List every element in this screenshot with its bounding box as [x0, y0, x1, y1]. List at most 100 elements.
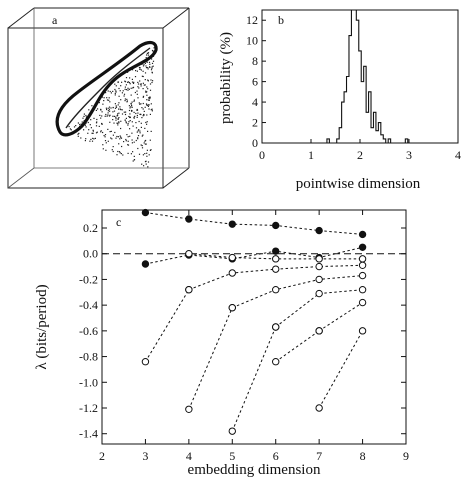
attractor-point [78, 132, 80, 134]
attractor-point [136, 93, 138, 95]
attractor-point [113, 110, 116, 112]
attractor-point [115, 137, 117, 139]
attractor-point [140, 144, 142, 146]
attractor-point [124, 88, 126, 90]
attractor-point [146, 91, 148, 93]
attractor-point [120, 85, 122, 87]
attractor-point [147, 80, 149, 82]
attractor-point [77, 135, 79, 137]
panel-c-ytick-label: -0.8 [79, 350, 98, 364]
attractor-point [117, 122, 119, 124]
attractor-point [144, 79, 146, 81]
attractor-point [90, 127, 92, 129]
attractor-point [151, 110, 153, 112]
series-line [232, 275, 363, 309]
attractor-point [91, 105, 93, 107]
attractor-point [143, 84, 145, 86]
attractor-point [135, 127, 138, 129]
attractor-point [146, 121, 148, 123]
panel-b-xtick-label: 3 [406, 148, 412, 162]
attractor-point [136, 108, 138, 111]
attractor-point [140, 126, 142, 128]
filled-marker [272, 221, 280, 230]
open-marker [358, 286, 367, 294]
series-line [145, 212, 363, 235]
attractor-point [147, 105, 149, 107]
attractor-point [79, 123, 81, 126]
attractor-point [142, 96, 144, 98]
attractor-point [115, 116, 117, 118]
attractor-point [119, 135, 121, 137]
attractor-point [149, 139, 151, 141]
attractor-point [151, 62, 154, 64]
attractor-point [85, 114, 87, 117]
attractor-point [118, 117, 120, 119]
attractor-point [142, 95, 145, 97]
attractor-point [143, 110, 145, 112]
open-marker [315, 275, 323, 284]
attractor-point [147, 68, 149, 70]
attractor-point [96, 131, 98, 133]
attractor-point [122, 90, 124, 92]
attractor-point [147, 88, 149, 90]
attractor-point [115, 91, 117, 93]
filled-marker [272, 247, 280, 255]
attractor-point [107, 107, 109, 109]
attractor-point [137, 135, 140, 137]
attractor-point [141, 117, 143, 119]
attractor-point [95, 125, 98, 127]
attractor-point [136, 109, 138, 111]
attractor-point [119, 106, 121, 108]
filled-marker [141, 208, 150, 217]
attractor-point [124, 113, 127, 116]
attractor-point [114, 94, 116, 96]
attractor-point [141, 107, 143, 109]
attractor-point [146, 104, 149, 106]
attractor-point [143, 64, 145, 66]
attractor-point [129, 116, 131, 119]
attractor-point [147, 166, 149, 168]
attractor-point [141, 147, 144, 149]
attractor-point [80, 123, 82, 125]
attractor-point [116, 114, 118, 117]
attractor-point [146, 149, 148, 151]
attractor-point [124, 119, 126, 121]
attractor-point [87, 121, 89, 124]
attractor-point [142, 154, 144, 156]
attractor-point [135, 70, 137, 72]
attractor-point [114, 92, 116, 94]
panel-c-ytick-label: -1.2 [79, 401, 98, 415]
attractor-point [102, 103, 104, 105]
attractor-point [107, 114, 109, 116]
attractor-point [101, 115, 103, 117]
attractor-point [129, 120, 131, 122]
attractor-point [133, 111, 135, 113]
attractor-point [142, 88, 144, 90]
attractor-point [142, 75, 144, 78]
attractor-point [118, 143, 120, 145]
attractor-point [82, 117, 84, 119]
attractor-point [107, 110, 109, 112]
attractor-point [121, 81, 123, 83]
panel-c-label: c [116, 215, 121, 229]
attractor-point [92, 132, 94, 134]
attractor-point [118, 87, 120, 90]
open-marker [272, 255, 280, 263]
attractor-point [129, 107, 131, 109]
attractor-point [139, 83, 142, 85]
attractor-point [148, 99, 150, 101]
open-marker [315, 255, 323, 263]
attractor-point [112, 150, 114, 153]
attractor-point [130, 87, 132, 89]
attractor-point [105, 142, 107, 144]
attractor-point [84, 140, 86, 142]
attractor-point [145, 143, 147, 145]
attractor-point [136, 116, 138, 118]
series-line [318, 302, 363, 332]
attractor-point [92, 130, 94, 132]
attractor-point [128, 109, 131, 112]
attractor-point [124, 80, 126, 82]
attractor-point [125, 121, 127, 123]
attractor-point [90, 138, 92, 140]
open-marker [185, 250, 193, 258]
